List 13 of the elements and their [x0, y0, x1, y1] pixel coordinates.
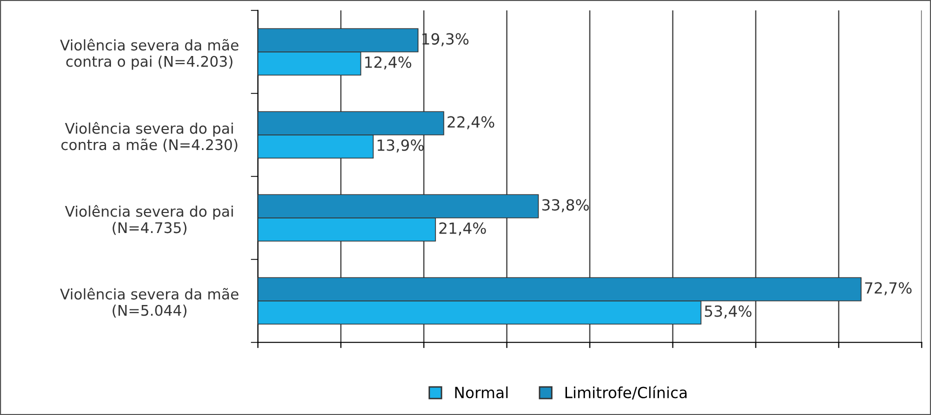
data-label: 21,4%: [439, 222, 486, 236]
data-label: 22,4%: [448, 116, 494, 130]
data-label: 12,4%: [365, 56, 412, 70]
data-label: 72,7%: [865, 282, 912, 296]
data-label: 33,8%: [542, 199, 589, 212]
y-tick-label: Violência severa do pai contra a mãe (N=4.230): [61, 122, 238, 152]
y-tick-label: Violência severa da mãe contra o pai (N=4.203): [60, 38, 238, 70]
y-tick-label: Violência severa do pai (N=4.735): [65, 204, 233, 235]
legend-label: Normal: [455, 386, 508, 398]
data-label: 13,9%: [378, 139, 424, 152]
data-label: 53,4%: [704, 305, 752, 318]
legend-label: Limitrofe/Clínica: [565, 386, 687, 400]
y-tick-label: Violência severa da mãe (N=5.044): [60, 288, 238, 318]
